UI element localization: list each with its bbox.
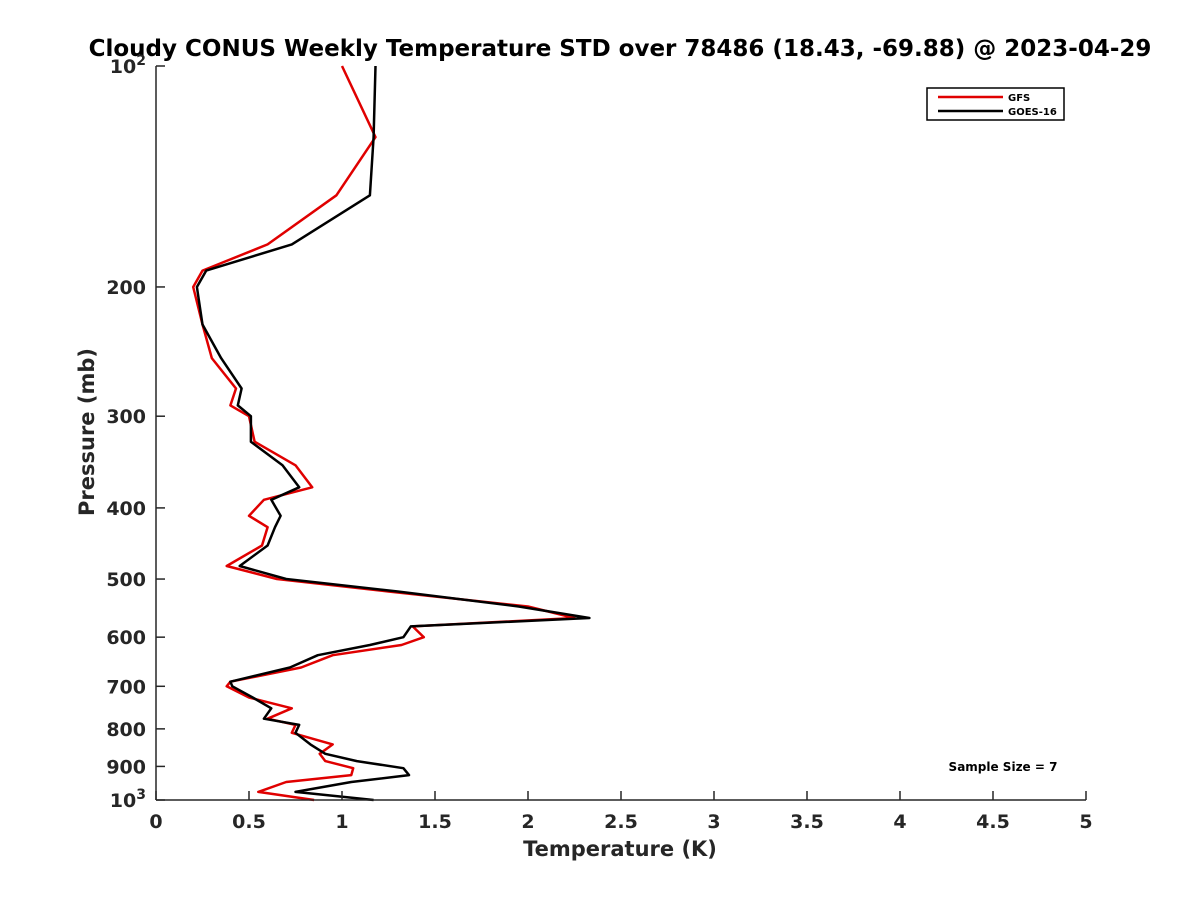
x-tick-label: 5 [1079, 811, 1092, 833]
y-tick-label: 600 [106, 627, 146, 649]
y-axis-label: Pressure (mb) [75, 348, 99, 516]
y-tick-label: 103 [110, 787, 146, 812]
y-tick-label: 200 [106, 277, 146, 299]
x-tick-label: 0 [149, 811, 162, 833]
x-tick-label: 4.5 [976, 811, 1010, 833]
plot-area [191, 65, 591, 802]
x-axis: 0 0.5 1 1.5 2 2.5 3 3.5 4 4.5 5 [149, 791, 1093, 833]
sample-size-note: Sample Size = 7 [949, 760, 1058, 774]
x-tick-label: 2 [521, 811, 534, 833]
y-tick-label: 102 [110, 53, 146, 78]
x-axis-label: Temperature (K) [523, 837, 717, 861]
series-line-gfs [191, 65, 576, 802]
x-tick-label: 4 [893, 811, 906, 833]
x-tick-label: 2.5 [604, 811, 638, 833]
y-tick-label: 400 [106, 498, 146, 520]
legend-label-goes16: GOES-16 [1008, 107, 1057, 118]
x-tick-label: 3 [707, 811, 720, 833]
y-axis: 102 200 300 400 500 600 700 800 900 103 [106, 53, 165, 812]
x-tick-label: 0.5 [232, 811, 266, 833]
x-tick-label: 3.5 [790, 811, 824, 833]
y-tick-label: 700 [106, 676, 146, 698]
y-tick-label: 900 [106, 756, 146, 778]
chart-title: Cloudy CONUS Weekly Temperature STD over… [89, 36, 1152, 62]
legend-box [926, 87, 1065, 121]
y-tick-label: 300 [106, 406, 146, 428]
x-tick-label: 1 [335, 811, 348, 833]
x-tick-label: 1.5 [418, 811, 452, 833]
y-tick-label: 500 [106, 569, 146, 591]
y-tick-label: 800 [106, 719, 146, 741]
series-line-goes16 [195, 65, 591, 802]
legend-label-gfs: GFS [1008, 93, 1030, 104]
legend: GFS GOES-16 [926, 87, 1065, 121]
